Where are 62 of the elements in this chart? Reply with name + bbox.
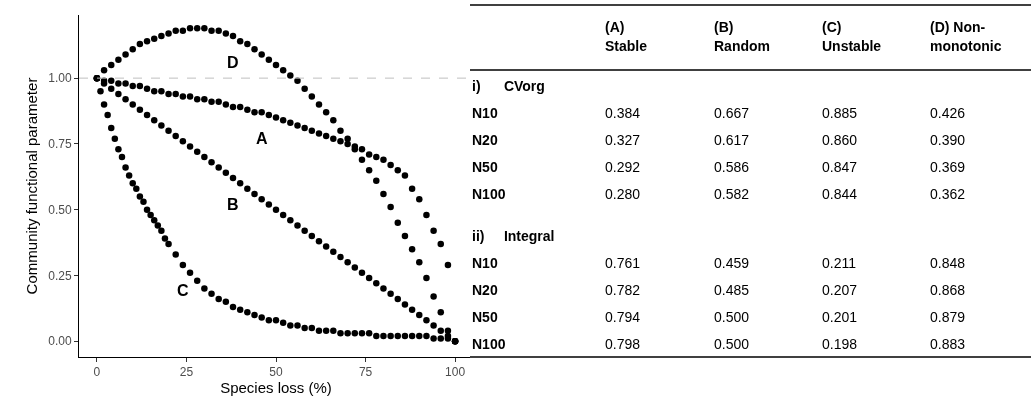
y-tick-label: N50 bbox=[472, 158, 498, 175]
data-label: 0.211 bbox=[822, 254, 857, 271]
y-tick-label: N20 bbox=[472, 281, 498, 298]
data-label: 0.879 bbox=[930, 308, 966, 325]
x-tick-label: (D) Non- monotonic bbox=[930, 19, 1002, 54]
data-label: 0.844 bbox=[822, 185, 858, 202]
y-tick-label: N50 bbox=[472, 308, 498, 325]
y-tick-label: 1.00 bbox=[48, 71, 72, 86]
data-label: 0.798 bbox=[605, 335, 641, 352]
x-tick-label: 75 bbox=[358, 365, 373, 380]
data-label: 0.860 bbox=[822, 131, 858, 148]
data-label: 0.617 bbox=[714, 131, 750, 148]
data-label: 0.885 bbox=[822, 104, 858, 121]
data-label: 0.390 bbox=[930, 131, 966, 148]
x-axis-title: Species loss (%) bbox=[220, 379, 332, 397]
data-label: 0.292 bbox=[605, 158, 641, 175]
data-label: 0.794 bbox=[605, 308, 641, 325]
series-label: C bbox=[177, 282, 189, 299]
data-label: 0.426 bbox=[930, 104, 966, 121]
y-tick-label: 0.50 bbox=[48, 202, 72, 217]
data-label: 0.201 bbox=[822, 308, 858, 325]
data-label: 0.369 bbox=[930, 158, 966, 175]
data-label: 0.868 bbox=[930, 281, 966, 298]
y-tick-label: N10 bbox=[472, 104, 498, 121]
data-label: 0.327 bbox=[605, 131, 641, 148]
y-tick-label: 0.00 bbox=[48, 334, 72, 349]
data-label: 0.500 bbox=[714, 308, 750, 325]
data-label: 0.459 bbox=[714, 254, 750, 271]
x-tick-label: (C) Unstable bbox=[822, 19, 882, 54]
y-tick-label: 0.75 bbox=[48, 137, 72, 152]
y-tick-label: i) CVorg bbox=[472, 77, 545, 94]
data-label: 0.500 bbox=[714, 335, 750, 352]
x-tick-label: 100 bbox=[445, 365, 466, 380]
data-label: 0.847 bbox=[822, 158, 858, 175]
data-label: 0.198 bbox=[822, 335, 858, 352]
data-label: 0.761 bbox=[605, 254, 641, 271]
series-label: A bbox=[256, 130, 268, 147]
data-label: 0.280 bbox=[605, 185, 641, 202]
data-label: 0.582 bbox=[714, 185, 750, 202]
x-tick-label: 25 bbox=[179, 365, 194, 380]
x-tick-label: 0 bbox=[93, 365, 101, 380]
data-label: 0.207 bbox=[822, 281, 858, 298]
x-tick-label: 50 bbox=[269, 365, 283, 380]
y-tick-label: N100 bbox=[472, 335, 506, 352]
y-axis-title: Community functional parameter bbox=[23, 77, 41, 295]
y-tick-label: ii) Integral bbox=[472, 227, 555, 244]
data-label: 0.782 bbox=[605, 281, 641, 298]
data-label: 0.586 bbox=[714, 158, 750, 175]
series-label: D bbox=[227, 54, 239, 71]
x-tick-label: (B) Random bbox=[714, 19, 770, 54]
data-label: 0.362 bbox=[930, 185, 966, 202]
data-label: 0.667 bbox=[714, 104, 750, 121]
data-label: 0.883 bbox=[930, 335, 966, 352]
data-label: 0.384 bbox=[605, 104, 641, 121]
x-tick-label: (A) Stable bbox=[605, 19, 648, 54]
series-label: B bbox=[227, 196, 239, 213]
data-label: 0.848 bbox=[930, 254, 966, 271]
y-tick-label: N10 bbox=[472, 254, 498, 271]
y-tick-label: N20 bbox=[472, 131, 498, 148]
y-tick-label: N100 bbox=[472, 185, 506, 202]
y-tick-label: 0.25 bbox=[48, 268, 72, 283]
data-label: 0.485 bbox=[714, 281, 750, 298]
